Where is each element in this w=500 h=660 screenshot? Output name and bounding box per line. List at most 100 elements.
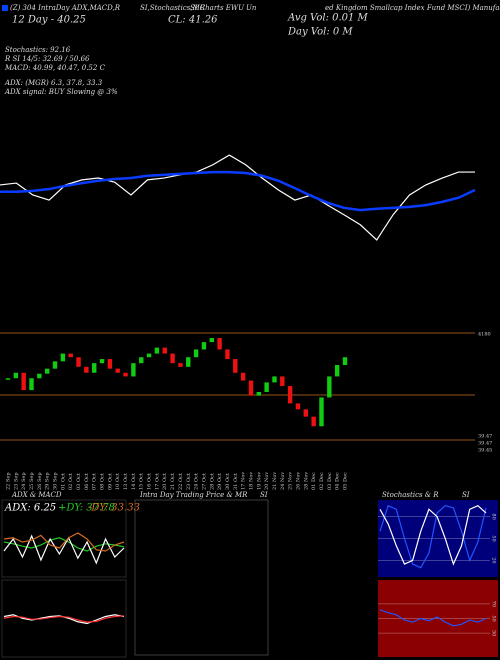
panel-title: Stochastics & R: [382, 491, 439, 499]
candle: [13, 372, 19, 379]
series-line: [0, 170, 476, 212]
stat: Stochastics: 92.16: [5, 46, 71, 54]
close-price: CL: 41.26: [168, 15, 218, 26]
candle: [37, 373, 42, 379]
candle: [193, 349, 199, 358]
x-tick-label: 14 Oct: [131, 473, 137, 490]
candle: [131, 363, 136, 377]
x-tick-label: 17 Oct: [154, 473, 160, 490]
candle: [209, 338, 214, 343]
x-tick-label: 20 Nov: [264, 472, 270, 490]
x-tick-label: 19 Nov: [256, 472, 262, 490]
candle: [154, 347, 160, 354]
series-line: [379, 609, 487, 627]
series-line: [3, 614, 125, 625]
x-tick-label: 30 Sep: [53, 472, 59, 490]
candle: [233, 359, 238, 373]
x-tick-label: 24 Oct: [194, 473, 200, 490]
series-line: [379, 504, 487, 566]
macd-panel: [1, 579, 127, 658]
day-volume: Day Vol: 0 M: [287, 27, 353, 38]
x-tick-label: 03 Oct: [76, 473, 82, 490]
series-line: [3, 615, 125, 623]
candle: [44, 368, 50, 374]
x-tick-label: 02 Oct: [68, 473, 74, 490]
candle: [170, 353, 175, 364]
price-label: 39.47: [478, 441, 492, 447]
x-tick-label: 21 Oct: [170, 473, 176, 490]
candle: [21, 372, 26, 391]
x-tick-label: 16 Oct: [147, 473, 153, 490]
x-tick-label: 01 Oct: [60, 473, 66, 490]
x-tick-label: 26 Sep: [37, 472, 43, 490]
panel-title: Intra Day Trading Price & MR: [139, 491, 248, 499]
candle: [240, 372, 246, 381]
x-tick-label: 06 Oct: [84, 473, 90, 490]
candle: [115, 368, 120, 373]
adx-value: ADX: 6.25: [4, 503, 56, 514]
y-tick-label: 20: [491, 557, 497, 563]
panel-title: SI: [462, 491, 470, 499]
intraday-box: [134, 499, 269, 656]
x-tick-label: 22 Sep: [6, 472, 12, 490]
x-tick-label: 03 Dec: [327, 472, 333, 490]
candle: [248, 380, 254, 396]
candle: [186, 357, 191, 367]
candle: [52, 361, 58, 369]
candle: [123, 372, 128, 377]
candle: [76, 357, 81, 367]
price-label: 4180: [478, 332, 491, 338]
panel-title: SI: [260, 491, 268, 499]
candle: [29, 378, 34, 391]
x-tick-label: 25 Nov: [288, 472, 294, 490]
x-tick-label: 29 Sep: [45, 472, 51, 490]
x-tick-label: 15 Oct: [139, 473, 145, 490]
candle: [162, 347, 167, 354]
x-tick-label: 23 Sep: [13, 472, 19, 490]
x-tick-label: 29 Oct: [217, 473, 223, 490]
header-text: SI,Stochastics,MR: [140, 4, 206, 12]
x-tick-label: 07 Oct: [92, 473, 98, 490]
candle: [5, 378, 11, 380]
adx-value: +DY: 37.78: [58, 503, 115, 514]
candle: [264, 382, 269, 392]
candle: [342, 357, 348, 365]
series-line: [379, 504, 487, 569]
x-tick-label: 28 Oct: [209, 473, 215, 490]
header-text: SI Charts EWU: [190, 4, 245, 12]
candle: [334, 365, 340, 377]
x-tick-label: 21 Nov: [272, 472, 278, 490]
x-tick-label: 31 Oct: [233, 473, 239, 490]
candle: [256, 391, 261, 396]
x-tick-label: 05 Dec: [343, 472, 349, 490]
stat: MACD: 40.99, 40.47, 0.52 C: [4, 64, 106, 72]
x-tick-label: 28 Nov: [303, 472, 309, 490]
candle: [295, 403, 301, 410]
x-tick-label: 13 Oct: [123, 473, 129, 490]
candle: [107, 359, 113, 369]
y-tick-label: 70: [491, 601, 497, 607]
adx-panel: [1, 499, 127, 578]
legend-swatch: [2, 5, 8, 11]
candle: [217, 338, 222, 350]
adx-value: -DY: 33.33: [88, 503, 140, 514]
y-tick-label: 50: [491, 535, 497, 541]
x-tick-label: 26 Nov: [295, 472, 301, 490]
panel-title: ADX & MACD: [11, 491, 62, 499]
stat: ADX: (MGR) 6.3, 37.8, 33.3: [4, 79, 103, 87]
y-tick-label: 30: [491, 630, 497, 636]
candle: [178, 363, 183, 367]
candle: [60, 353, 66, 362]
x-tick-label: 18 Nov: [248, 472, 254, 490]
x-tick-label: 30 Oct: [225, 473, 231, 490]
x-tick-label: 08 Oct: [100, 473, 106, 490]
x-tick-label: 24 Sep: [21, 472, 27, 490]
candle: [84, 366, 89, 373]
x-tick-label: 17 Nov: [241, 472, 247, 490]
price-label: 39.45: [478, 448, 492, 454]
candle: [311, 416, 316, 427]
series-line: [3, 534, 125, 565]
series-line: [3, 532, 125, 552]
candle: [303, 409, 309, 417]
